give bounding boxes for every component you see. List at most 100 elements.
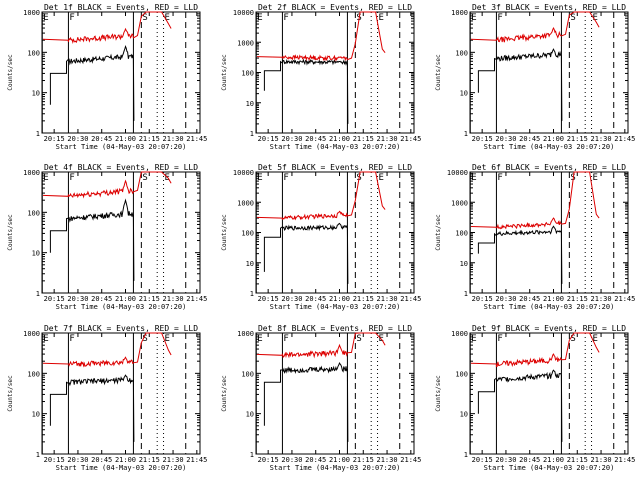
time-marker-label: S <box>570 13 575 23</box>
x-tick-label: 21:45 <box>186 135 207 143</box>
x-tick-label: 20:15 <box>44 295 65 303</box>
x-tick-label: 21:30 <box>591 456 612 464</box>
y-tick-label: 1 <box>36 451 40 459</box>
time-marker-label: S <box>142 13 147 23</box>
y-axis-label: Counts/sec <box>221 375 228 412</box>
series-lld-line <box>256 171 386 221</box>
y-tick-label: 100 <box>27 49 40 57</box>
series-events-line <box>49 198 135 281</box>
time-marker-label: F <box>497 13 502 23</box>
panel-title: Det 8f BLACK = Events, RED = LLD <box>258 324 412 333</box>
y-tick-label: 1000 <box>451 330 468 338</box>
y-tick-label: 1 <box>250 290 254 298</box>
panel-1: Det 1f BLACK = Events, RED = LLD Counts/s… <box>7 3 207 151</box>
x-tick-label: 20:45 <box>91 135 112 143</box>
time-marker-label: E <box>165 173 170 183</box>
x-tick-label: 20:30 <box>495 456 516 464</box>
x-axis-label: Start Time (04-May-03 20:07:20) <box>56 303 187 311</box>
y-tick-label: 10000 <box>233 169 254 177</box>
time-marker-label: E <box>165 13 170 23</box>
x-tick-label: 21:30 <box>591 295 612 303</box>
x-tick-label: 21:00 <box>115 135 136 143</box>
y-tick-label: 10 <box>246 411 254 419</box>
time-marker-label: F <box>69 334 74 344</box>
time-marker-label: E <box>43 334 48 344</box>
x-axis-label: Start Time (04-May-03 20:07:20) <box>484 303 615 311</box>
series-lld-line <box>256 332 386 359</box>
series-events-line <box>477 369 563 442</box>
y-tick-label: 10000 <box>233 9 254 17</box>
x-tick-label: 21:00 <box>329 456 350 464</box>
time-marker-label: E <box>257 173 262 183</box>
x-axis-label: Start Time (04-May-03 20:07:20) <box>56 464 187 472</box>
plot-frame <box>41 11 201 134</box>
x-tick-label: 21:15 <box>353 295 374 303</box>
x-tick-label: 21:45 <box>400 456 421 464</box>
plot-frame <box>469 11 629 134</box>
x-tick-label: 20:45 <box>91 295 112 303</box>
y-tick-label: 100 <box>27 370 40 378</box>
y-tick-label: 10 <box>32 411 40 419</box>
y-tick-label: 100 <box>455 230 468 238</box>
y-tick-label: 1000 <box>237 39 254 47</box>
y-tick-label: 100 <box>241 370 254 378</box>
x-tick-label: 21:00 <box>329 135 350 143</box>
x-tick-label: 20:30 <box>67 135 88 143</box>
y-axis-label: Counts/sec <box>435 54 442 91</box>
x-axis-label: Start Time (04-May-03 20:07:20) <box>484 464 615 472</box>
panel-title: Det 4f BLACK = Events, RED = LLD <box>44 163 198 172</box>
plot-frame <box>469 171 629 294</box>
panel-4: Det 4f BLACK = Events, RED = LLD Counts/s… <box>7 163 207 311</box>
series-events-line <box>263 362 349 442</box>
x-tick-label: 21:45 <box>400 135 421 143</box>
x-tick-label: 21:30 <box>163 135 184 143</box>
time-marker-label: E <box>43 173 48 183</box>
time-marker-label: S <box>142 173 147 183</box>
x-tick-label: 21:15 <box>139 295 160 303</box>
series-lld-line <box>470 11 600 43</box>
series-lld-line <box>470 171 600 230</box>
y-tick-label: 1 <box>464 290 468 298</box>
y-tick-label: 100 <box>241 230 254 238</box>
x-tick-label: 20:30 <box>495 135 516 143</box>
panel-2: Det 2f BLACK = Events, RED = LLD Counts/s… <box>221 3 421 151</box>
x-tick-label: 21:45 <box>614 295 635 303</box>
plot-frame <box>255 171 415 294</box>
x-tick-label: 21:00 <box>543 295 564 303</box>
y-tick-label: 1 <box>464 451 468 459</box>
x-tick-label: 20:45 <box>91 456 112 464</box>
y-tick-label: 100 <box>455 370 468 378</box>
y-tick-label: 10 <box>32 90 40 98</box>
time-marker-label: E <box>593 334 598 344</box>
x-tick-label: 21:15 <box>139 456 160 464</box>
series-events-line <box>477 225 563 284</box>
y-axis-label: Counts/sec <box>435 375 442 412</box>
y-tick-label: 1000 <box>23 169 40 177</box>
y-axis-label: Counts/sec <box>435 214 442 251</box>
x-tick-label: 20:45 <box>305 295 326 303</box>
x-tick-label: 21:15 <box>353 135 374 143</box>
panel-8: Det 8f BLACK = Events, RED = LLD Counts/s… <box>221 324 421 472</box>
x-tick-label: 21:30 <box>377 295 398 303</box>
y-tick-label: 10 <box>32 250 40 258</box>
x-tick-label: 21:00 <box>543 456 564 464</box>
y-tick-label: 1 <box>250 130 254 138</box>
y-tick-label: 1000 <box>451 9 468 17</box>
x-axis-label: Start Time (04-May-03 20:07:20) <box>270 464 401 472</box>
time-marker-label: E <box>257 334 262 344</box>
x-axis-label: Start Time (04-May-03 20:07:20) <box>270 143 401 151</box>
x-tick-label: 20:30 <box>281 295 302 303</box>
panel-5: Det 5f BLACK = Events, RED = LLD Counts/s… <box>221 163 421 311</box>
time-marker-label: S <box>570 334 575 344</box>
time-marker-label: E <box>379 13 384 23</box>
y-tick-label: 10 <box>460 411 468 419</box>
series-lld-line <box>42 332 172 368</box>
x-tick-label: 21:15 <box>353 456 374 464</box>
time-marker-label: E <box>257 13 262 23</box>
x-axis-label: Start Time (04-May-03 20:07:20) <box>270 303 401 311</box>
y-tick-label: 10 <box>460 90 468 98</box>
y-tick-label: 1000 <box>23 330 40 338</box>
plot-frame <box>469 332 629 455</box>
x-tick-label: 20:45 <box>519 135 540 143</box>
